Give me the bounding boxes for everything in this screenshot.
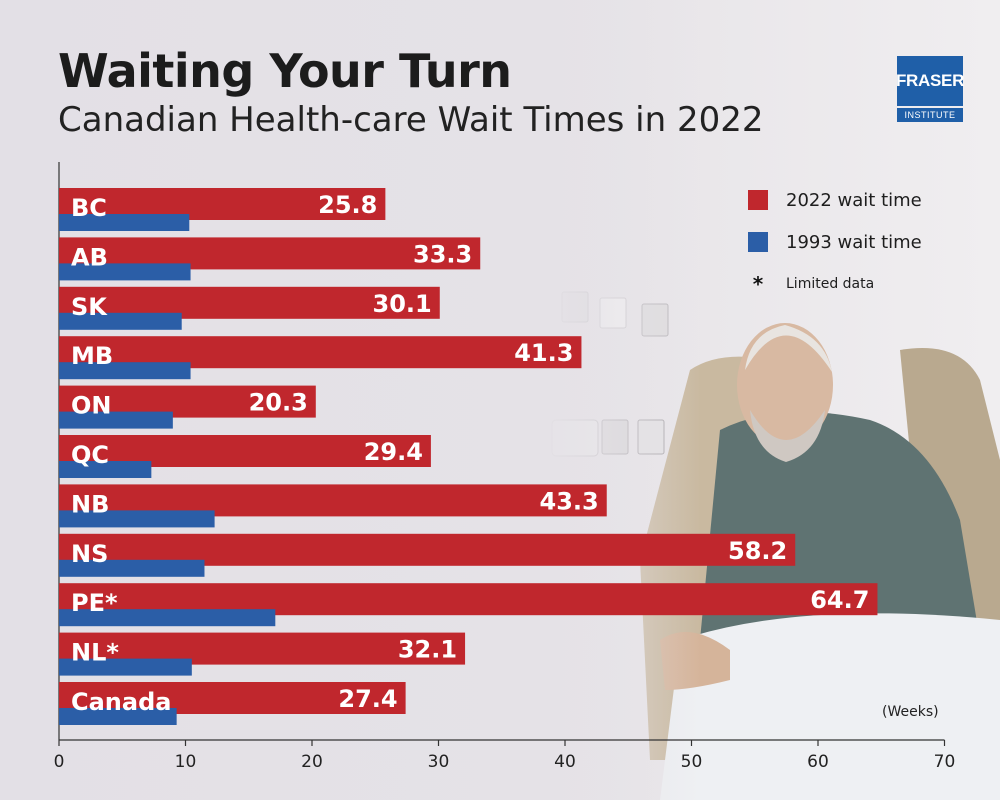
- data-label: 30.1: [373, 290, 432, 318]
- legend-item-note: * Limited data: [748, 270, 922, 298]
- patient-photo: [540, 0, 1000, 800]
- asterisk-icon: *: [752, 272, 764, 296]
- data-label: 29.4: [364, 438, 423, 466]
- bar-1993: [59, 214, 190, 231]
- bar-1993: [59, 411, 173, 429]
- category-label: PE*: [71, 589, 118, 617]
- bar-1993: [59, 461, 152, 478]
- category-label: NS: [71, 540, 108, 568]
- category-label: ON: [71, 392, 112, 420]
- x-tick-label: 10: [175, 752, 197, 772]
- category-label: NB: [71, 490, 109, 518]
- bar-1993: [59, 708, 177, 725]
- category-label: MB: [71, 342, 113, 370]
- bar-1993: [59, 559, 205, 577]
- bar-1993: [59, 658, 192, 676]
- x-tick-label: 70: [934, 752, 956, 772]
- legend-item-2022: 2022 wait time: [748, 186, 922, 214]
- category-label: AB: [71, 243, 108, 271]
- data-label: 43.3: [540, 487, 599, 515]
- data-label: 32.1: [398, 636, 457, 664]
- legend-label-1993: 1993 wait time: [786, 231, 922, 253]
- x-tick-label: 60: [807, 752, 829, 772]
- data-label: 64.7: [810, 586, 869, 614]
- legend-label-note: Limited data: [786, 276, 875, 292]
- data-label: 58.2: [728, 537, 787, 565]
- data-label: 20.3: [249, 389, 308, 417]
- category-label: SK: [71, 293, 108, 321]
- category-label: NL*: [71, 639, 119, 667]
- fraser-institute-logo: FRASER INSTITUTE: [896, 56, 964, 122]
- category-label: Canada: [71, 688, 171, 716]
- logo-text-bottom: INSTITUTE: [897, 108, 963, 122]
- data-label: 25.8: [318, 191, 377, 219]
- chart-title: Waiting Your Turn: [58, 44, 512, 98]
- chart-subtitle: Canadian Health-care Wait Times in 2022: [58, 100, 764, 140]
- x-tick-label: 20: [301, 752, 323, 772]
- data-label: 33.3: [413, 240, 472, 268]
- x-tick-label: 0: [54, 752, 65, 772]
- data-label: 41.3: [514, 339, 573, 367]
- legend-swatch-1993: [748, 232, 768, 252]
- x-tick-label: 50: [681, 752, 703, 772]
- x-tick-label: 30: [428, 752, 450, 772]
- bar-1993: [59, 312, 182, 330]
- bar-1993: [59, 609, 276, 627]
- legend-swatch-2022: [748, 190, 768, 210]
- category-label: BC: [71, 194, 107, 222]
- category-label: QC: [71, 441, 109, 469]
- x-tick-label: 40: [554, 752, 576, 772]
- bar-1993: [59, 510, 215, 528]
- bar-1993: [59, 263, 191, 281]
- legend: 2022 wait time 1993 wait time * Limited …: [748, 186, 922, 312]
- data-label: 27.4: [338, 685, 397, 713]
- bar-1993: [59, 362, 191, 380]
- logo-text-top: FRASER: [896, 56, 964, 106]
- units-label: (Weeks): [882, 704, 939, 720]
- legend-item-1993: 1993 wait time: [748, 228, 922, 256]
- legend-label-2022: 2022 wait time: [786, 189, 922, 211]
